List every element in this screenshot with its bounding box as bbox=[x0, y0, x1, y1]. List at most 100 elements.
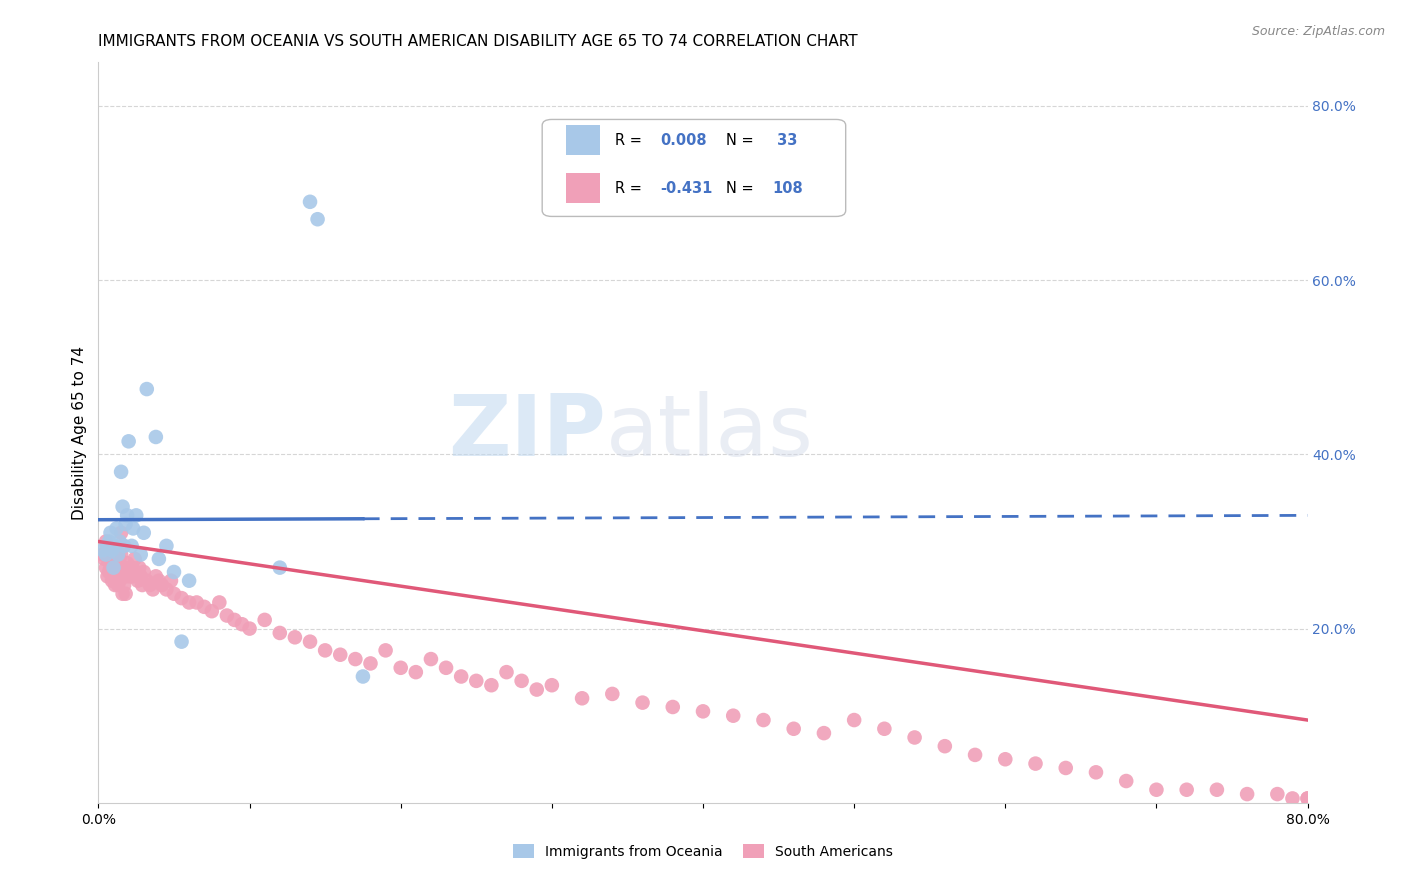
Point bbox=[1054, 761, 1077, 775]
Point bbox=[111, 565, 134, 579]
Point bbox=[170, 634, 193, 648]
Text: 0.008: 0.008 bbox=[661, 133, 707, 148]
Point bbox=[142, 582, 165, 597]
Point bbox=[105, 521, 128, 535]
Point bbox=[101, 552, 124, 566]
Point bbox=[101, 543, 124, 558]
Point bbox=[129, 548, 152, 562]
Point bbox=[96, 569, 118, 583]
Point bbox=[389, 661, 412, 675]
Point bbox=[148, 552, 170, 566]
Point bbox=[284, 630, 307, 644]
Point bbox=[98, 534, 121, 549]
Point bbox=[107, 578, 129, 592]
Point bbox=[1085, 765, 1108, 780]
Point bbox=[420, 652, 443, 666]
Point bbox=[813, 726, 835, 740]
Point bbox=[299, 194, 322, 209]
Point bbox=[121, 539, 143, 553]
Point bbox=[98, 565, 121, 579]
Point bbox=[374, 643, 396, 657]
Point bbox=[231, 617, 253, 632]
Point bbox=[571, 691, 593, 706]
Point bbox=[344, 652, 367, 666]
Point bbox=[103, 560, 125, 574]
Point bbox=[91, 548, 114, 562]
Point bbox=[122, 569, 145, 583]
Point bbox=[100, 543, 122, 558]
Point bbox=[1281, 791, 1303, 805]
Point bbox=[114, 587, 136, 601]
Point bbox=[118, 434, 141, 449]
Point bbox=[115, 508, 138, 523]
Point bbox=[1296, 791, 1319, 805]
Point bbox=[1206, 782, 1229, 797]
Point bbox=[224, 613, 246, 627]
Point bbox=[150, 578, 173, 592]
Point bbox=[112, 578, 135, 592]
Point bbox=[115, 556, 138, 570]
Point bbox=[114, 569, 136, 583]
Point bbox=[94, 560, 117, 574]
Point bbox=[405, 665, 427, 680]
Point bbox=[602, 687, 624, 701]
Point bbox=[201, 604, 224, 618]
Point bbox=[155, 582, 177, 597]
Point bbox=[103, 569, 125, 583]
Point bbox=[434, 661, 457, 675]
Text: atlas: atlas bbox=[606, 391, 814, 475]
Text: R =: R = bbox=[614, 133, 647, 148]
Point bbox=[125, 565, 148, 579]
Point bbox=[108, 552, 131, 566]
Point bbox=[269, 626, 291, 640]
Point bbox=[1296, 791, 1319, 805]
Point bbox=[631, 696, 654, 710]
Point bbox=[179, 595, 201, 609]
Point bbox=[128, 560, 150, 574]
Point bbox=[110, 548, 132, 562]
Point bbox=[193, 599, 215, 614]
Point bbox=[299, 634, 322, 648]
Point bbox=[465, 673, 488, 688]
Point bbox=[103, 548, 125, 562]
Point bbox=[904, 731, 927, 745]
Point bbox=[108, 574, 131, 588]
Point bbox=[135, 382, 157, 396]
Point bbox=[170, 591, 193, 606]
Point bbox=[132, 565, 155, 579]
Point bbox=[873, 722, 896, 736]
Point bbox=[100, 560, 122, 574]
Point bbox=[1115, 774, 1137, 789]
Point bbox=[208, 595, 231, 609]
Legend: Immigrants from Oceania, South Americans: Immigrants from Oceania, South Americans bbox=[513, 844, 893, 859]
Text: Source: ZipAtlas.com: Source: ZipAtlas.com bbox=[1251, 25, 1385, 38]
Point bbox=[526, 682, 548, 697]
Point bbox=[101, 574, 124, 588]
Text: IMMIGRANTS FROM OCEANIA VS SOUTH AMERICAN DISABILITY AGE 65 TO 74 CORRELATION CH: IMMIGRANTS FROM OCEANIA VS SOUTH AMERICA… bbox=[98, 34, 858, 49]
Point bbox=[129, 569, 152, 583]
Point bbox=[121, 560, 143, 574]
Point bbox=[269, 560, 291, 574]
Point bbox=[139, 578, 162, 592]
Point bbox=[125, 508, 148, 523]
Point bbox=[307, 212, 329, 227]
Point bbox=[723, 708, 745, 723]
Point bbox=[94, 534, 117, 549]
Point bbox=[96, 539, 118, 553]
Point bbox=[110, 525, 132, 540]
Point bbox=[352, 669, 374, 683]
Point bbox=[135, 574, 157, 588]
Point bbox=[540, 678, 562, 692]
Point bbox=[179, 574, 201, 588]
Point bbox=[104, 539, 127, 553]
Text: N =: N = bbox=[725, 181, 758, 196]
Point bbox=[1236, 787, 1258, 801]
Point bbox=[112, 539, 135, 553]
Point bbox=[94, 548, 117, 562]
Point bbox=[215, 608, 238, 623]
Point bbox=[107, 556, 129, 570]
Point bbox=[114, 517, 136, 532]
Point bbox=[844, 713, 866, 727]
Point bbox=[186, 595, 208, 609]
Text: 108: 108 bbox=[772, 181, 803, 196]
